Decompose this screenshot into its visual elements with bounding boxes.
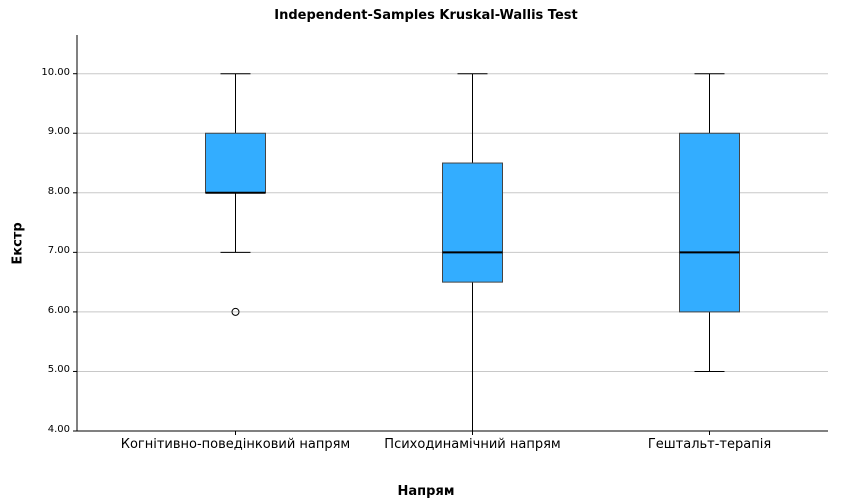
y-tick-label: 7.00 bbox=[47, 245, 70, 257]
y-axis-label: Екстр bbox=[10, 222, 26, 265]
x-tick-label: Психодинамічний напрям bbox=[384, 437, 561, 452]
y-tick-label: 9.00 bbox=[47, 126, 70, 138]
box bbox=[679, 132, 740, 313]
y-tick-label: 8.00 bbox=[47, 185, 70, 197]
outlier bbox=[231, 307, 240, 316]
x-axis-label: Напрям bbox=[397, 484, 455, 499]
chart-title: Independent-Samples Kruskal-Wallis Test bbox=[274, 8, 578, 23]
box bbox=[205, 132, 266, 194]
y-tick-label: 5.00 bbox=[47, 364, 70, 376]
y-tick-label: 10.00 bbox=[41, 66, 70, 78]
box bbox=[442, 162, 503, 283]
x-tick-label: Когнітивно-поведінковий напрям bbox=[120, 437, 351, 452]
y-tick-label: 4.00 bbox=[47, 424, 70, 435]
x-tick-label: Гештальт-терапія bbox=[647, 437, 772, 452]
y-tick-label: 6.00 bbox=[47, 304, 70, 316]
